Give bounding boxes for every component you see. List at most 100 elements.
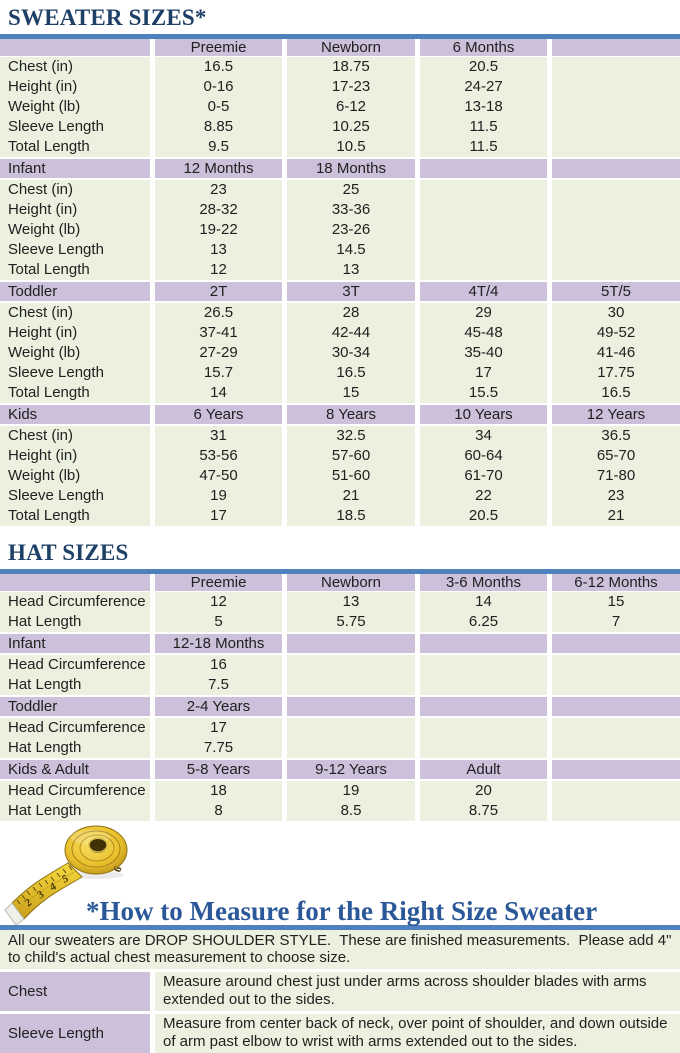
row-label: Sleeve Length — [0, 117, 150, 137]
value-cell: 16.5 — [552, 383, 680, 403]
value-cell: 60-64 — [420, 446, 547, 466]
size-column-header — [552, 697, 680, 716]
value-cell: 49-52 — [552, 323, 680, 343]
row-label: Hat Length — [0, 801, 150, 821]
value-cell: 13-18 — [420, 97, 547, 117]
column-header-row: Preemie Newborn 3-6 Months 6-12 Months — [0, 574, 680, 591]
row-label: Height (in) — [0, 200, 150, 220]
value-cell: 29 — [420, 303, 547, 323]
size-column-header — [552, 634, 680, 653]
size-column-header: 2T — [155, 282, 282, 301]
svg-text:2: 2 — [23, 896, 35, 909]
value-cell: 19 — [155, 486, 282, 506]
value-cell: 65-70 — [552, 446, 680, 466]
size-column-header — [552, 39, 680, 56]
value-cell: 17 — [155, 506, 282, 526]
data-row: Height (in) 37-41 42-44 45-48 49-52 — [0, 323, 680, 343]
size-column-header: 12-18 Months — [155, 634, 282, 653]
value-cell: 28-32 — [155, 200, 282, 220]
value-cell: 21 — [287, 486, 415, 506]
row-label: Height (in) — [0, 446, 150, 466]
value-cell: 11.5 — [420, 117, 547, 137]
size-column-header: 2-4 Years — [155, 697, 282, 716]
svg-text:3: 3 — [35, 888, 46, 901]
value-cell: 18.5 — [287, 506, 415, 526]
size-column-header: 3-6 Months — [420, 574, 547, 591]
value-cell — [552, 801, 680, 821]
section-header-row: Infant 12 Months 18 Months — [0, 159, 680, 178]
measure-intro-text: All our sweaters are DROP SHOULDER STYLE… — [0, 930, 680, 969]
size-column-header: 6 Years — [155, 405, 282, 424]
sweater-size-table: Preemie Newborn 6 Months Chest (in) 16.5 18.7… — [0, 39, 680, 526]
section-label — [0, 39, 150, 56]
size-column-header — [420, 159, 547, 178]
value-cell — [420, 200, 547, 220]
value-cell: 21 — [552, 506, 680, 526]
value-cell — [552, 137, 680, 157]
value-cell — [552, 240, 680, 260]
value-cell: 15.7 — [155, 363, 282, 383]
value-cell: 8.75 — [420, 801, 547, 821]
measure-row-chest: Chest Measure around chest just under ar… — [0, 972, 680, 1011]
value-cell — [552, 117, 680, 137]
value-cell: 23 — [552, 486, 680, 506]
row-label: Hat Length — [0, 675, 150, 695]
value-cell: 23-26 — [287, 220, 415, 240]
value-cell — [552, 781, 680, 801]
value-cell: 14 — [155, 383, 282, 403]
value-cell: 6.25 — [420, 612, 547, 632]
value-cell: 17 — [420, 363, 547, 383]
data-row: Total Length 9.5 10.5 11.5 — [0, 137, 680, 157]
section-header-row: Kids 6 Years 8 Years 10 Years 12 Years — [0, 405, 680, 424]
value-cell: 10.5 — [287, 137, 415, 157]
value-cell — [552, 220, 680, 240]
value-cell: 18 — [155, 781, 282, 801]
section-label — [0, 574, 150, 591]
section-label: Kids & Adult — [0, 760, 150, 779]
value-cell: 32.5 — [287, 426, 415, 446]
data-row: Hat Length 5 5.75 6.25 7 — [0, 612, 680, 632]
value-cell — [287, 738, 415, 758]
value-cell: 19 — [287, 781, 415, 801]
value-cell: 8.85 — [155, 117, 282, 137]
row-label: Sleeve Length — [0, 240, 150, 260]
row-label: Chest (in) — [0, 426, 150, 446]
section-header-row: Toddler 2T 3T 4T/4 5T/5 — [0, 282, 680, 301]
value-cell — [552, 57, 680, 77]
row-label: Weight (lb) — [0, 97, 150, 117]
value-cell — [420, 718, 547, 738]
value-cell — [420, 738, 547, 758]
column-header-row: Preemie Newborn 6 Months — [0, 39, 680, 56]
section-header-row: Infant 12-18 Months — [0, 634, 680, 653]
value-cell: 57-60 — [287, 446, 415, 466]
how-to-measure-heading: *How to Measure for the Right Size Sweat… — [86, 896, 598, 926]
hat-size-table: Preemie Newborn 3-6 Months 6-12 Months Head … — [0, 574, 680, 821]
value-cell: 28 — [287, 303, 415, 323]
row-label: Weight (lb) — [0, 220, 150, 240]
value-cell: 51-60 — [287, 466, 415, 486]
size-column-header — [552, 760, 680, 779]
row-label: Chest (in) — [0, 303, 150, 323]
value-cell: 47-50 — [155, 466, 282, 486]
size-column-header: Preemie — [155, 574, 282, 591]
row-label: Sleeve Length — [0, 363, 150, 383]
value-cell: 5.75 — [287, 612, 415, 632]
value-cell: 20.5 — [420, 506, 547, 526]
value-cell: 53-56 — [155, 446, 282, 466]
value-cell: 31 — [155, 426, 282, 446]
section-label: Infant — [0, 634, 150, 653]
value-cell: 17 — [155, 718, 282, 738]
value-cell — [287, 675, 415, 695]
value-cell: 6-12 — [287, 97, 415, 117]
value-cell: 13 — [287, 592, 415, 612]
value-cell — [552, 77, 680, 97]
data-row: Total Length 17 18.5 20.5 21 — [0, 506, 680, 526]
value-cell: 12 — [155, 260, 282, 280]
data-row: Hat Length 7.5 — [0, 675, 680, 695]
measuring-tape-icon: 1 2 3 4 5 6 — [4, 825, 128, 925]
data-row: Chest (in) 23 25 — [0, 180, 680, 200]
size-column-header: 5T/5 — [552, 282, 680, 301]
row-label: Chest (in) — [0, 57, 150, 77]
section-label: Toddler — [0, 697, 150, 716]
value-cell — [420, 260, 547, 280]
